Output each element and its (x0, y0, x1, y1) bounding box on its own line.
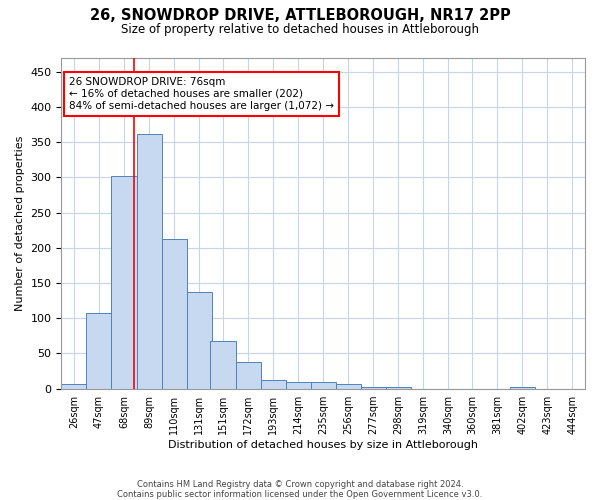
Text: Size of property relative to detached houses in Attleborough: Size of property relative to detached ho… (121, 22, 479, 36)
Bar (286, 382, 311, 388)
Bar (211, 341, 236, 388)
Bar (61, 384, 86, 388)
Bar (336, 384, 361, 388)
Text: 26 SNOWDROP DRIVE: 76sqm
← 16% of detached houses are smaller (202)
84% of semi-: 26 SNOWDROP DRIVE: 76sqm ← 16% of detach… (69, 78, 334, 110)
Bar (137, 134, 161, 388)
Bar (236, 362, 260, 388)
Bar (161, 238, 187, 388)
Text: Contains HM Land Registry data © Crown copyright and database right 2024.
Contai: Contains HM Land Registry data © Crown c… (118, 480, 482, 499)
Bar (361, 386, 386, 388)
Bar (311, 382, 336, 388)
Bar (112, 176, 137, 388)
Bar (260, 380, 286, 388)
Bar (187, 292, 212, 388)
Bar (86, 312, 112, 388)
Y-axis label: Number of detached properties: Number of detached properties (15, 136, 25, 311)
X-axis label: Distribution of detached houses by size in Attleborough: Distribution of detached houses by size … (168, 440, 478, 450)
Text: 26, SNOWDROP DRIVE, ATTLEBOROUGH, NR17 2PP: 26, SNOWDROP DRIVE, ATTLEBOROUGH, NR17 2… (89, 8, 511, 22)
